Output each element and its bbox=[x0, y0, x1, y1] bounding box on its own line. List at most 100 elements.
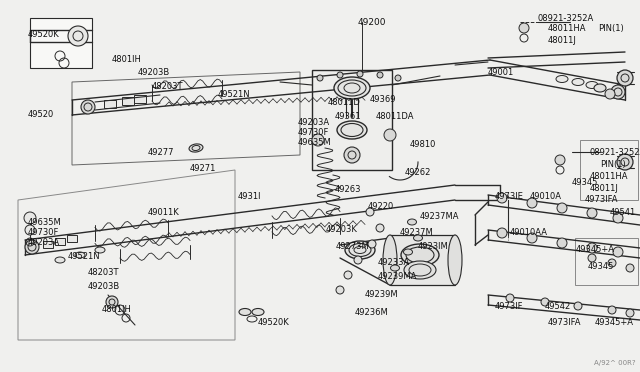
Text: 4931l: 4931l bbox=[238, 192, 262, 201]
Text: 48203T: 48203T bbox=[88, 268, 120, 277]
Text: 49262: 49262 bbox=[405, 168, 431, 177]
Circle shape bbox=[608, 306, 616, 314]
Text: 49541: 49541 bbox=[610, 208, 636, 217]
Text: 49233A: 49233A bbox=[378, 258, 410, 267]
Text: 49237MA: 49237MA bbox=[420, 212, 460, 221]
Circle shape bbox=[344, 147, 360, 163]
Text: 49345+A: 49345+A bbox=[576, 245, 615, 254]
Text: 49010A: 49010A bbox=[530, 192, 562, 201]
Ellipse shape bbox=[413, 235, 422, 241]
Ellipse shape bbox=[75, 252, 85, 258]
Text: 49011K: 49011K bbox=[148, 208, 180, 217]
Text: 49635M: 49635M bbox=[28, 218, 61, 227]
Circle shape bbox=[317, 75, 323, 81]
Circle shape bbox=[312, 134, 324, 146]
Text: 4973lF: 4973lF bbox=[495, 302, 524, 311]
Text: 49520: 49520 bbox=[28, 110, 54, 119]
Text: 49345+A: 49345+A bbox=[595, 318, 634, 327]
Text: 48011J: 48011J bbox=[590, 184, 619, 193]
Circle shape bbox=[617, 154, 633, 170]
Text: 49239M: 49239M bbox=[365, 290, 399, 299]
Circle shape bbox=[527, 198, 537, 208]
Text: 49730F: 49730F bbox=[28, 228, 60, 237]
Ellipse shape bbox=[252, 308, 264, 315]
Bar bbox=[104, 100, 116, 108]
Ellipse shape bbox=[337, 121, 367, 139]
Ellipse shape bbox=[408, 219, 417, 225]
Text: 48011DA: 48011DA bbox=[376, 112, 415, 121]
Text: 48011HA: 48011HA bbox=[590, 172, 628, 181]
Text: 49001: 49001 bbox=[488, 68, 515, 77]
Circle shape bbox=[81, 100, 95, 114]
Circle shape bbox=[519, 23, 529, 33]
Bar bbox=[43, 241, 53, 248]
Ellipse shape bbox=[556, 76, 568, 83]
Ellipse shape bbox=[55, 257, 65, 263]
Circle shape bbox=[337, 72, 343, 78]
Text: 4973lFA: 4973lFA bbox=[548, 318, 582, 327]
Circle shape bbox=[557, 238, 567, 248]
Circle shape bbox=[368, 240, 376, 248]
Ellipse shape bbox=[239, 308, 251, 315]
Text: 49237M: 49237M bbox=[400, 228, 434, 237]
Text: 49277: 49277 bbox=[148, 148, 175, 157]
Circle shape bbox=[497, 193, 507, 203]
Text: PIN(1): PIN(1) bbox=[598, 24, 624, 33]
Circle shape bbox=[587, 243, 597, 253]
Text: 08921-3252A: 08921-3252A bbox=[538, 14, 595, 23]
Bar bbox=[67, 235, 77, 242]
Text: 49521N: 49521N bbox=[68, 252, 100, 261]
Ellipse shape bbox=[404, 261, 436, 279]
Circle shape bbox=[541, 298, 549, 306]
Ellipse shape bbox=[403, 249, 413, 255]
Text: 48011D: 48011D bbox=[328, 98, 361, 107]
Text: 49263: 49263 bbox=[335, 185, 362, 194]
Text: 4973lFA: 4973lFA bbox=[585, 195, 618, 204]
Bar bbox=[122, 97, 134, 105]
Circle shape bbox=[617, 70, 633, 86]
Circle shape bbox=[557, 203, 567, 213]
Circle shape bbox=[376, 224, 384, 232]
Circle shape bbox=[384, 129, 396, 141]
Ellipse shape bbox=[594, 84, 606, 92]
Ellipse shape bbox=[189, 144, 203, 152]
Circle shape bbox=[574, 302, 582, 310]
Ellipse shape bbox=[383, 235, 397, 285]
Ellipse shape bbox=[334, 77, 370, 99]
Text: 49273M: 49273M bbox=[336, 242, 370, 251]
Text: 49203B: 49203B bbox=[138, 68, 170, 77]
Text: 49345: 49345 bbox=[572, 178, 598, 187]
Text: 49203B: 49203B bbox=[88, 282, 120, 291]
Circle shape bbox=[354, 256, 362, 264]
Text: PIN(1): PIN(1) bbox=[600, 160, 626, 169]
Text: 49010AA: 49010AA bbox=[510, 228, 548, 237]
Text: 49520K: 49520K bbox=[28, 30, 60, 39]
Circle shape bbox=[357, 71, 363, 77]
Text: 49369: 49369 bbox=[370, 95, 397, 104]
Text: 49220: 49220 bbox=[368, 202, 394, 211]
Circle shape bbox=[626, 309, 634, 317]
Text: 49730F: 49730F bbox=[298, 128, 330, 137]
Text: 49635M: 49635M bbox=[298, 138, 332, 147]
Circle shape bbox=[626, 264, 634, 272]
Text: 49271: 49271 bbox=[190, 164, 216, 173]
Bar bbox=[55, 238, 65, 245]
Circle shape bbox=[25, 225, 35, 235]
Circle shape bbox=[555, 155, 565, 165]
Bar bbox=[312, 70, 392, 170]
Circle shape bbox=[344, 271, 352, 279]
Circle shape bbox=[605, 89, 615, 99]
Circle shape bbox=[68, 26, 88, 46]
Circle shape bbox=[336, 286, 344, 294]
Circle shape bbox=[587, 208, 597, 218]
Bar bbox=[30, 18, 92, 68]
Ellipse shape bbox=[572, 78, 584, 86]
Ellipse shape bbox=[448, 235, 462, 285]
Text: 49520K: 49520K bbox=[258, 318, 290, 327]
Circle shape bbox=[588, 254, 596, 262]
Ellipse shape bbox=[345, 241, 375, 259]
Circle shape bbox=[106, 296, 118, 308]
Circle shape bbox=[506, 294, 514, 302]
Bar bbox=[390, 235, 455, 285]
Circle shape bbox=[613, 213, 623, 223]
